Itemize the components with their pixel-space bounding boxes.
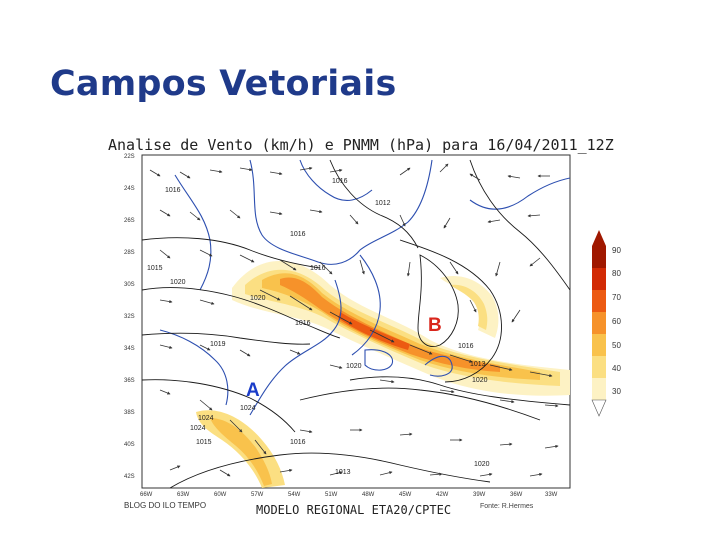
lat-label: 28S — [124, 250, 135, 256]
lat-label: 40S — [124, 442, 135, 448]
colorbar-segment — [592, 334, 606, 356]
pressure-label: 1016 — [290, 439, 306, 446]
low-pressure-marker: B — [428, 315, 442, 336]
longitude-labels: 66W 63W 60W 57W 54W 51W 48W 45W 42W 39W … — [140, 492, 558, 498]
pressure-label: 1016 — [165, 187, 181, 194]
lon-label: 45W — [399, 492, 412, 498]
pressure-label: 1016 — [290, 231, 306, 238]
pressure-label: 1016 — [295, 320, 311, 327]
colorbar-label: 40 — [612, 364, 621, 373]
lon-label: 39W — [473, 492, 486, 498]
pressure-label: 1020 — [250, 295, 266, 302]
lat-label: 30S — [124, 282, 135, 288]
colorbar-label: 80 — [612, 269, 621, 278]
colorbar-label: 60 — [612, 317, 621, 326]
lon-label: 33W — [545, 492, 558, 498]
pressure-label: 1015 — [147, 265, 163, 272]
pressure-label: 1024 — [198, 415, 214, 422]
model-name: MODELO REGIONAL ETA20/CPTEC — [256, 503, 452, 517]
map-title: Analise de Vento (km/h) e PNMM (hPa) par… — [108, 136, 614, 154]
pressure-label: 1020 — [346, 363, 362, 370]
lat-label: 38S — [124, 410, 135, 416]
lat-label: 32S — [124, 314, 135, 320]
pressure-label: 1016 — [310, 265, 326, 272]
wind-vectors — [149, 163, 559, 477]
pressure-label: 1015 — [196, 439, 212, 446]
pressure-label: 1020 — [474, 461, 490, 468]
pressure-label: 1016 — [332, 178, 348, 185]
colorbar-label: 70 — [612, 293, 621, 302]
pressure-label: 1019 — [210, 341, 226, 348]
colorbar-segment — [592, 356, 606, 378]
latitude-labels: 22S 24S 26S 28S 30S 32S 34S 36S 38S 40S … — [124, 154, 135, 480]
pressure-label: 1012 — [375, 200, 391, 207]
lon-label: 60W — [214, 492, 227, 498]
lat-label: 42S — [124, 474, 135, 480]
lon-label: 66W — [140, 492, 153, 498]
colorbar-segment — [592, 268, 606, 290]
colorbar-label: 90 — [612, 246, 621, 255]
pressure-label: 1013 — [470, 361, 486, 368]
blog-credit: BLOG DO ILO TEMPO — [124, 501, 207, 510]
colorbar-bottom-arrow — [591, 399, 607, 417]
lat-label: 22S — [124, 154, 135, 160]
lon-label: 54W — [288, 492, 301, 498]
colorbar-label: 30 — [612, 387, 621, 396]
slide-title: Campos Vetoriais — [50, 64, 397, 104]
wind-speed-colorbar: 90 80 70 60 50 40 30 — [591, 230, 621, 417]
colorbar-label: 50 — [612, 341, 621, 350]
colorbar-segment — [592, 290, 606, 312]
colorbar-segment — [592, 312, 606, 334]
lon-label: 42W — [436, 492, 449, 498]
lon-label: 48W — [362, 492, 375, 498]
colorbar-segment — [592, 378, 606, 400]
source-credit: Fonte: R.Hermes — [480, 503, 534, 510]
pressure-label: 1024 — [190, 425, 206, 432]
pressure-label: 1020 — [170, 279, 186, 286]
isobars — [142, 159, 570, 488]
pressure-label: 1016 — [458, 343, 474, 350]
pressure-label: 1013 — [335, 469, 351, 476]
pressure-labels: 1016 1012 1016 1016 1015 1016 1020 1020 … — [147, 178, 490, 476]
pressure-label: 1020 — [472, 377, 488, 384]
lon-label: 36W — [510, 492, 523, 498]
pressure-label: 1024 — [240, 405, 256, 412]
lon-label: 63W — [177, 492, 190, 498]
lat-label: 24S — [124, 186, 135, 192]
colorbar-segment — [592, 246, 606, 268]
lat-label: 26S — [124, 218, 135, 224]
lat-label: 36S — [124, 378, 135, 384]
colorbar-top-arrow — [592, 230, 606, 246]
lon-label: 51W — [325, 492, 338, 498]
lat-label: 34S — [124, 346, 135, 352]
high-pressure-marker: A — [246, 380, 260, 401]
lon-label: 57W — [251, 492, 264, 498]
